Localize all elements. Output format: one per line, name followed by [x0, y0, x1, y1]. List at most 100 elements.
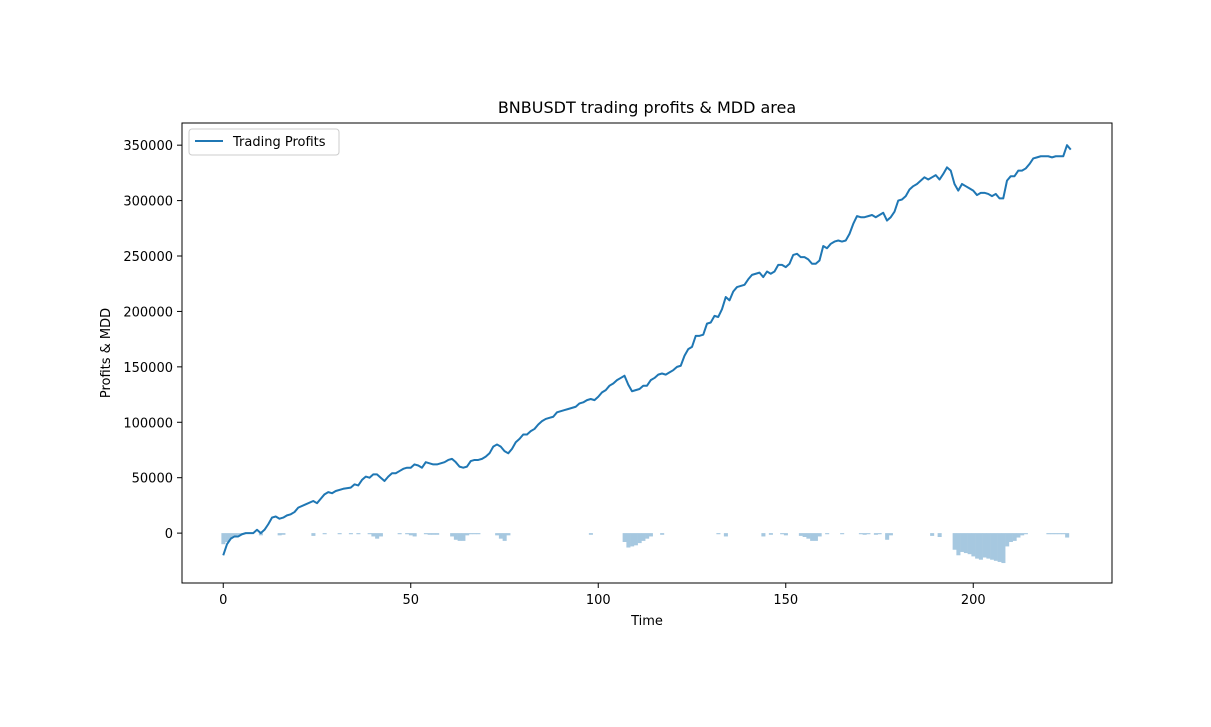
mdd-bar-214 — [1023, 533, 1028, 535]
mdd-bar-175 — [877, 533, 882, 535]
mdd-bar-210 — [1008, 533, 1013, 542]
mdd-bar-208 — [1001, 533, 1006, 564]
mdd-bar-34 — [348, 533, 353, 535]
y-tick-label-350000: 350000 — [123, 139, 173, 154]
mdd-bar-158 — [813, 533, 818, 541]
mdd-bar-132 — [716, 533, 721, 535]
mdd-bar-10 — [258, 533, 263, 536]
chart-title: BNBUSDT trading profits & MDD area — [498, 98, 796, 117]
y-tick-label-150000: 150000 — [123, 361, 173, 376]
y-tick-label-200000: 200000 — [123, 305, 173, 320]
mdd-bar-110 — [633, 533, 638, 546]
mdd-bar-154 — [798, 533, 803, 536]
mdd-bar-63 — [457, 533, 462, 541]
mdd-bar-42 — [378, 533, 383, 537]
legend-label: Trading Profits — [232, 135, 326, 150]
mdd-bar-49 — [405, 533, 410, 535]
mdd-bar-51 — [412, 533, 417, 537]
mdd-bar-149 — [780, 533, 785, 535]
y-axis: 0 50000 100000 150000 200000 250000 300000 3500… — [123, 139, 182, 542]
x-tick-label-0: 0 — [219, 593, 227, 608]
mdd-bar-16 — [281, 533, 286, 535]
mdd-bar-73 — [495, 533, 500, 536]
mdd-bar-225 — [1065, 533, 1070, 538]
mdd-bar-109 — [630, 533, 635, 547]
mdd-bar-55 — [427, 533, 432, 535]
mdd-bar-146 — [768, 533, 773, 535]
mdd-bar-189 — [930, 533, 935, 536]
mdd-bar-150 — [783, 533, 788, 536]
mdd-bar-47 — [397, 533, 402, 535]
mdd-bar-220 — [1046, 533, 1051, 535]
y-tick-label-0: 0 — [165, 527, 173, 542]
mdd-bar-202 — [978, 533, 983, 560]
mdd-bar-75 — [502, 533, 507, 541]
mdd-bar-157 — [810, 533, 815, 541]
mdd-bar-213 — [1020, 533, 1025, 536]
y-tick-label-300000: 300000 — [123, 195, 173, 210]
mdd-bar-1 — [225, 533, 230, 542]
mdd-bar-224 — [1061, 533, 1066, 535]
mdd-bar-50 — [408, 533, 413, 536]
mdd-bar-108 — [626, 533, 631, 548]
mdd-bar-64 — [461, 533, 466, 541]
mdd-bar-144 — [761, 533, 766, 537]
mdd-bar-191 — [937, 533, 942, 537]
mdd-bar-201 — [975, 533, 980, 559]
mdd-bar-156 — [806, 533, 811, 539]
mdd-bar-212 — [1016, 533, 1021, 538]
x-tick-label-100: 100 — [586, 593, 611, 608]
mdd-bar-178 — [888, 533, 893, 536]
mdd-bar-2 — [228, 533, 233, 539]
y-tick-label-250000: 250000 — [123, 250, 173, 265]
mdd-bar-57 — [435, 533, 440, 535]
mdd-bar-61 — [450, 533, 455, 537]
mdd-bar-41 — [375, 533, 380, 539]
x-axis-label: Time — [630, 614, 663, 629]
mdd-bar-161 — [825, 533, 830, 535]
x-tick-label-150: 150 — [773, 593, 798, 608]
y-axis-label: Profits & MDD — [99, 308, 114, 398]
mdd-bar-155 — [802, 533, 807, 537]
mdd-bar-134 — [723, 533, 728, 537]
mdd-bar-206 — [993, 533, 998, 561]
mdd-bar-197 — [960, 533, 965, 552]
mdd-bar-159 — [817, 533, 822, 537]
y-tick-label-50000: 50000 — [132, 472, 173, 487]
mdd-bar-74 — [498, 533, 503, 539]
mdd-bar-24 — [311, 533, 316, 536]
mdd-bar-98 — [588, 533, 593, 535]
mdd-bar-54 — [423, 533, 428, 535]
mdd-bar-222 — [1053, 533, 1058, 535]
mdd-bar-27 — [322, 533, 327, 535]
mdd-bar-199 — [967, 533, 972, 555]
mdd-bar-66 — [468, 533, 473, 535]
mdd-bar-205 — [990, 533, 995, 560]
mdd-bar-68 — [476, 533, 481, 535]
plot-frame — [181, 122, 1113, 584]
mdd-bar-112 — [641, 533, 646, 541]
mdd-bar-177 — [885, 533, 890, 540]
mdd-bar-171 — [862, 533, 867, 535]
mdd-bar-203 — [982, 533, 987, 558]
mdd-bar-198 — [963, 533, 968, 554]
mdd-bar-200 — [971, 533, 976, 557]
mdd-bar-211 — [1012, 533, 1017, 541]
mdd-bar-65 — [465, 533, 470, 536]
mdd-bar-67 — [472, 533, 477, 535]
mdd-bar-76 — [506, 533, 511, 536]
mdd-bar-15 — [277, 533, 282, 536]
mdd-bar-114 — [648, 533, 653, 537]
mdd-bar-0 — [221, 533, 226, 545]
legend: Trading Profits — [188, 128, 340, 156]
y-tick-label-100000: 100000 — [123, 416, 173, 431]
mdd-bar-107 — [622, 533, 627, 542]
mdd-bar-113 — [645, 533, 650, 539]
mdd-bar-3 — [232, 533, 237, 537]
mdd-bar-111 — [637, 533, 642, 544]
mdd-bar-39 — [367, 533, 372, 535]
trading-profits-line — [222, 144, 1072, 556]
mdd-bar-165 — [840, 533, 845, 535]
mdd-bar-207 — [997, 533, 1002, 562]
